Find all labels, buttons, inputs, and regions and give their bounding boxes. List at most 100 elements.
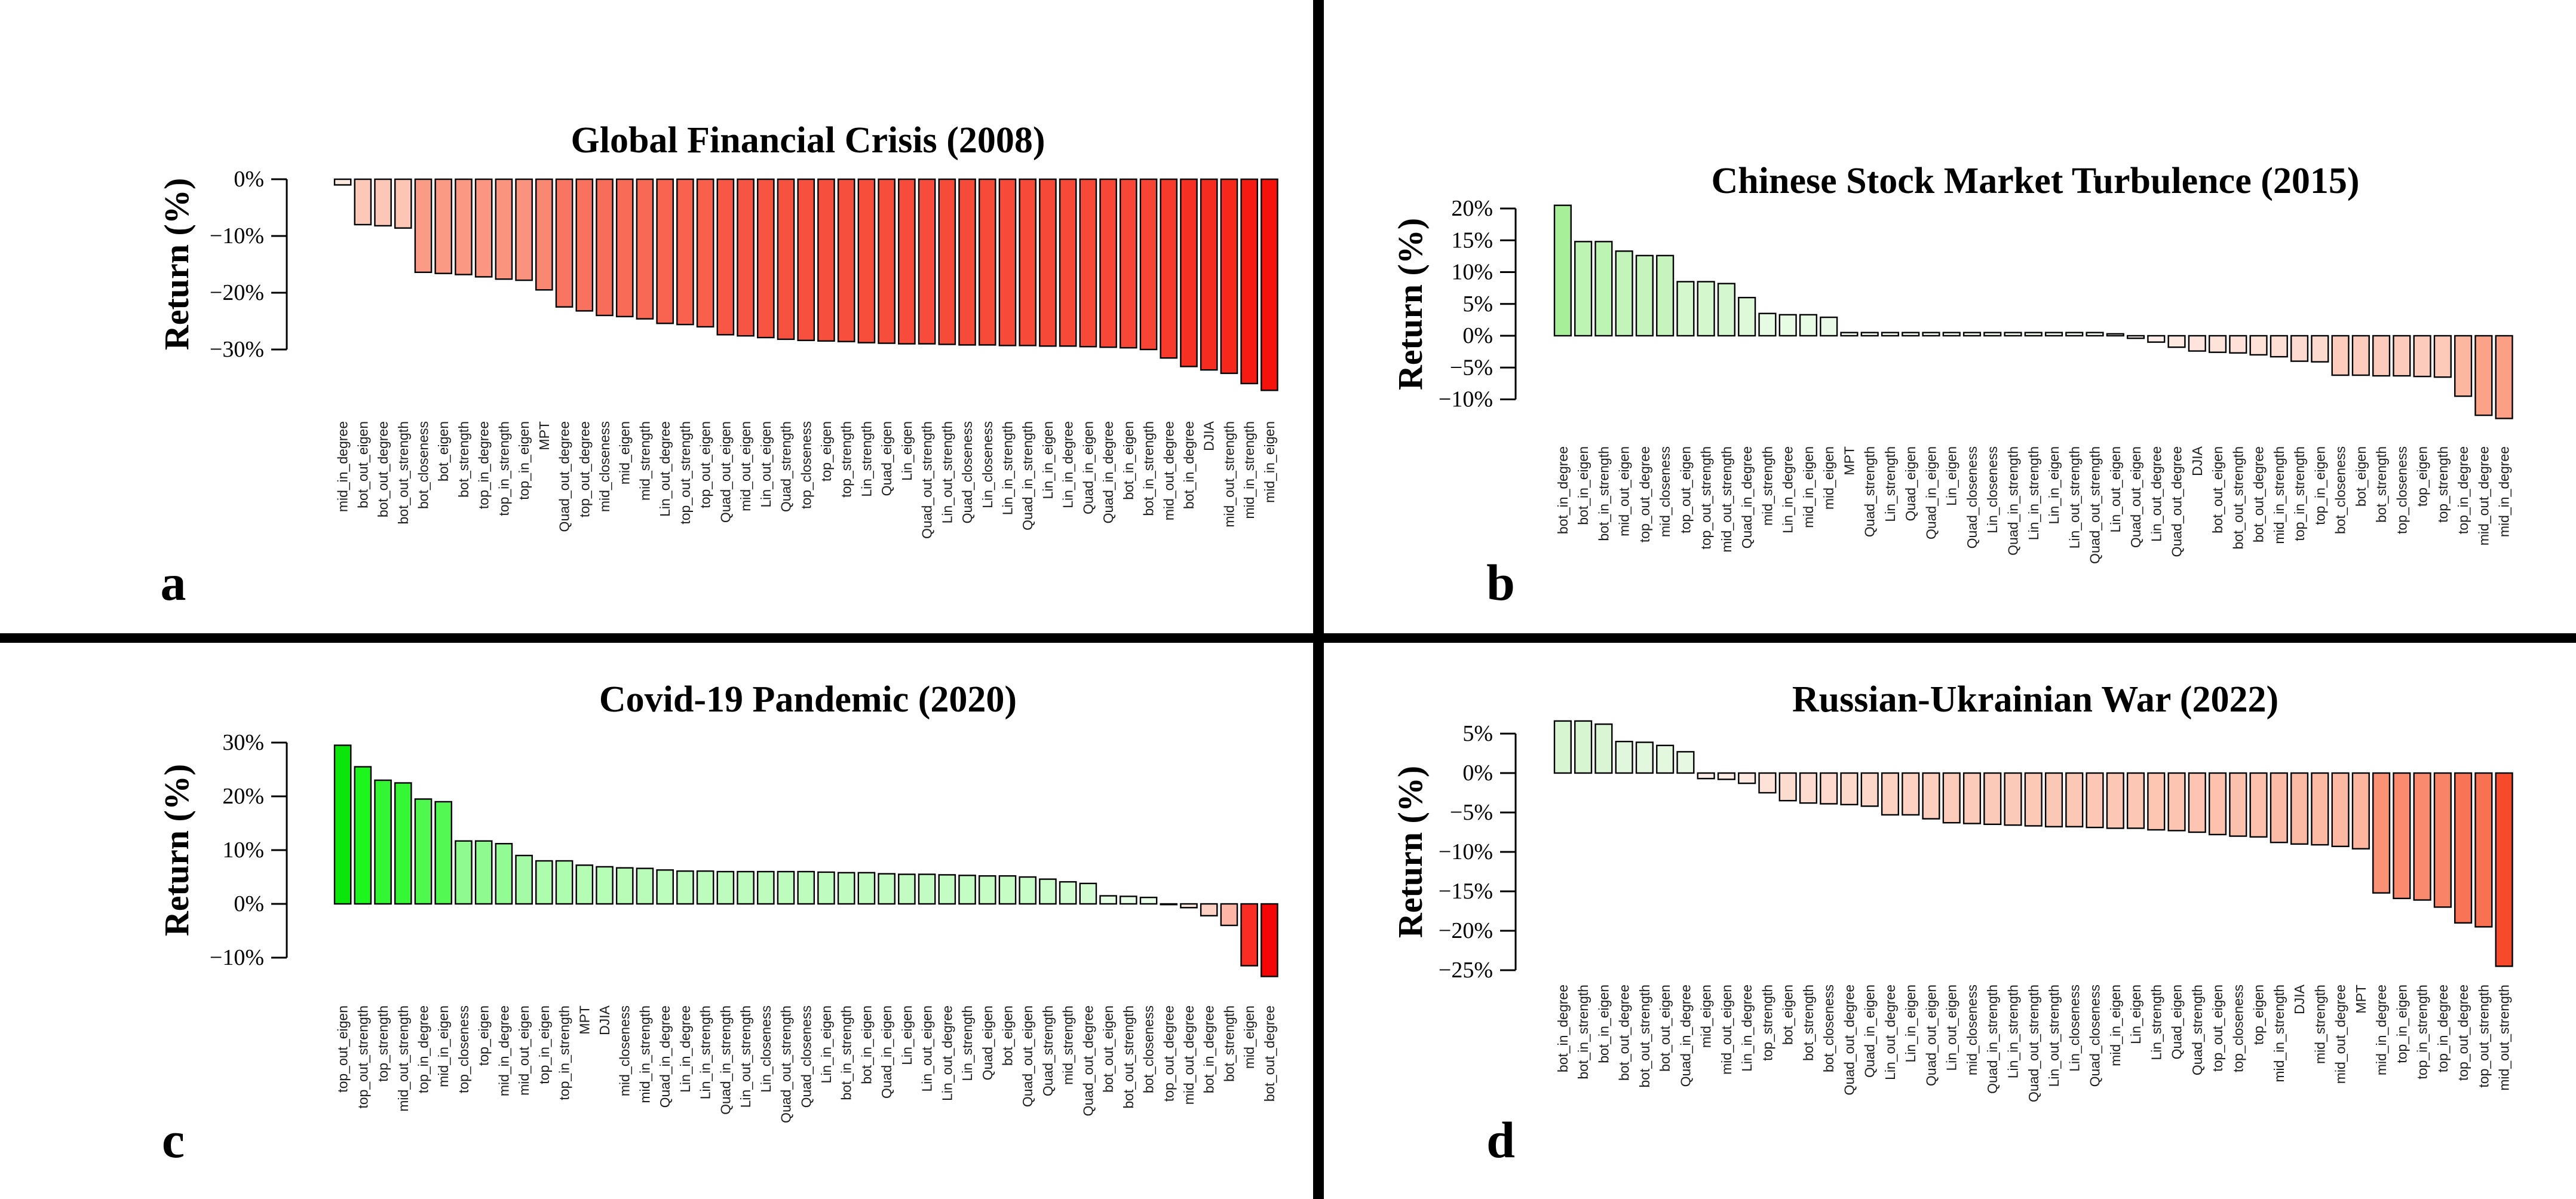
x-tick-label-bot_out_strength: bot_out_strength [395,421,411,525]
x-tick-label-top_in_eigen: top_in_eigen [516,421,532,500]
bar-Lin_out_strength [737,870,755,905]
bar-bot_strength [1220,903,1238,927]
bar-mid_strength [636,178,654,320]
x-tick-label-Quad_out_degree: Quad_out_degree [1841,985,1857,1095]
x-tick-label-mid_in_strength: mid_in_strength [1241,421,1257,519]
bar-Quad_in_eigen [1922,332,1940,337]
bar-top_strength [2433,335,2452,378]
bar-Quad_closeness [1962,332,1982,337]
bar-Lin_in_eigen [1902,772,1920,816]
y-tick-label: 15% [1451,228,1493,253]
x-tick-label-bot_strength: bot_strength [456,421,471,498]
x-tick-label-mid_in_degree: mid_in_degree [2497,446,2512,537]
bar-top_closeness [2229,772,2247,837]
x-tick-label-bot_out_eigen: bot_out_eigen [1657,985,1673,1072]
x-tick-label-top_in_eigen: top_in_eigen [2312,446,2327,525]
x-tick-label-Lin_closeness: Lin_closeness [980,421,995,508]
bar-top_closeness [2393,335,2411,377]
x-tick-label-mid_in_strength: mid_in_strength [2271,446,2287,544]
bar-Lin_closeness [756,870,775,905]
x-tick-label-Quad_strength: Quad_strength [778,421,794,512]
bar-Lin_in_eigen [1039,178,1057,347]
x-tick-label-bot_strength: bot_strength [2373,446,2389,523]
x-tick-label-mid_out_degree: mid_out_degree [2333,985,2348,1084]
panel-d-corner-letter: d [1486,1111,1515,1169]
bar-top_closeness [797,178,815,341]
bar-bot_out_eigen [2208,335,2227,353]
bar-mid_in_strength [1240,178,1258,385]
x-tick-label-mid_out_degree: mid_out_degree [2476,446,2491,545]
x-tick-label-bot_in_strength: bot_in_strength [1596,446,1611,541]
bar-Quad_out_eigen [2126,335,2145,339]
x-tick-label-Quad_out_degree: Quad_out_degree [557,421,572,532]
bar-top_out_eigen [696,178,714,328]
bar-mid_closeness [615,867,634,905]
bar-Lin_closeness [1983,332,2002,337]
x-tick-label-Lin_out_degree: Lin_out_degree [939,1005,955,1101]
bar-top_in_degree [474,178,493,278]
x-tick-label-Lin_eigen: Lin_eigen [899,421,915,481]
bar-mid_in_eigen [1261,178,1278,391]
bar-bot_in_degree [1180,178,1198,367]
x-tick-label-top_out_strength: top_out_strength [355,1005,370,1109]
x-tick-label-bot_in_degree: bot_in_degree [1555,446,1571,534]
bar-Lin_in_strength [696,870,714,905]
x-tick-label-Lin_closeness: Lin_closeness [1985,446,2000,533]
bar-Quad_out_strength [918,178,936,345]
bar-chart-a: 0% −10% −20% −30% mid_in_degree bot_out_eigen… [210,167,1278,539]
x-tick-label-Lin_in_strength: Lin_in_strength [2026,446,2041,540]
y-tick-label: −10% [210,945,264,970]
bar-mid_out_degree [1180,903,1198,909]
x-tick-label-Quad_out_eigen: Quad_out_eigen [717,421,733,523]
bar-bot_closeness [1139,897,1158,905]
y-tick-label: 0% [234,167,264,192]
bar-top_out_strength [676,178,694,326]
x-tick-label-Quad_eigen: Quad_eigen [2169,985,2185,1059]
panel-d-y-axis-label: Return (%) [1390,765,1430,939]
bar-Lin_eigen [2126,772,2145,829]
x-tick-label-Lin_in_strength: Lin_in_strength [2005,985,2020,1078]
bar-bot_in_eigen [857,872,876,905]
x-tick-label-Quad_in_degree: Quad_in_degree [657,1005,673,1108]
panel-b: 20% 15% 10% 5% 0% −5% −10% bot_in_degree bot_in_… [1327,0,2576,633]
x-tick-label-mid_out_eigen: mid_out_eigen [516,1005,532,1096]
x-tick-label-Quad_out_eigen: Quad_out_eigen [2128,446,2143,548]
bar-mid_out_strength [1220,178,1238,375]
panel-b-corner-letter: b [1486,554,1515,611]
bar-Quad_in_strength [2004,332,2022,337]
bar-Lin_eigen [1942,332,1961,337]
x-tick-label-Lin_out_strength: Lin_out_strength [939,421,955,523]
x-tick-label-mid_in_eigen: mid_in_eigen [436,1005,451,1087]
x-tick-label-mid_out_eigen: mid_out_eigen [1719,985,1734,1075]
bar-top_eigen [474,840,493,905]
bar-bot_in_degree [1553,720,1572,774]
y-tick-label: −25% [1439,958,1493,983]
bar-chart-c: 30% 20% 10% 0% −10% top_out_eigen top_out_stre… [210,730,1278,1123]
bar-Lin_in_eigen [2044,332,2063,337]
x-tick-label-mid_in_strength: mid_in_strength [2271,985,2287,1083]
bar-Lin_in_strength [998,178,1017,346]
x-tick-label-top_out_strength: top_out_strength [677,421,693,525]
x-tick-label-Quad_strength: Quad_strength [2189,985,2205,1075]
y-tick-label: 10% [222,838,264,863]
x-tick-label-DJIA: DJIA [597,1005,612,1035]
x-tick-label-Lin_strength: Lin_strength [1882,446,1898,522]
x-tick-label-top_out_eigen: top_out_eigen [2210,985,2225,1072]
x-tick-label-Lin_out_degree: Lin_out_degree [1882,985,1898,1080]
x-tick-label-bot_eigen: bot_eigen [1780,985,1796,1045]
bar-Quad_out_degree [555,178,574,308]
bar-Quad_out_strength [777,870,795,905]
x-tick-label-bot_out_eigen: bot_out_eigen [2210,446,2225,533]
x-tick-label-bot_in_degree: bot_in_degree [1201,1005,1217,1093]
x-tick-label-top_out_degree: top_out_degree [2455,985,2471,1081]
bar-Quad_out_degree [1079,882,1097,905]
bar-DJIA [2188,335,2206,352]
bar-mid_in_degree [2372,772,2391,894]
bar-mid_in_degree [333,178,352,186]
panel-a-y-axis-label: Return (%) [157,177,196,351]
bar-MPT [575,864,594,905]
x-tick-label-Lin_out_strength: Lin_out_strength [2066,446,2082,548]
x-tick-label-Lin_closeness: Lin_closeness [758,1005,774,1093]
x-tick-label-top_strength: top_strength [839,421,854,498]
